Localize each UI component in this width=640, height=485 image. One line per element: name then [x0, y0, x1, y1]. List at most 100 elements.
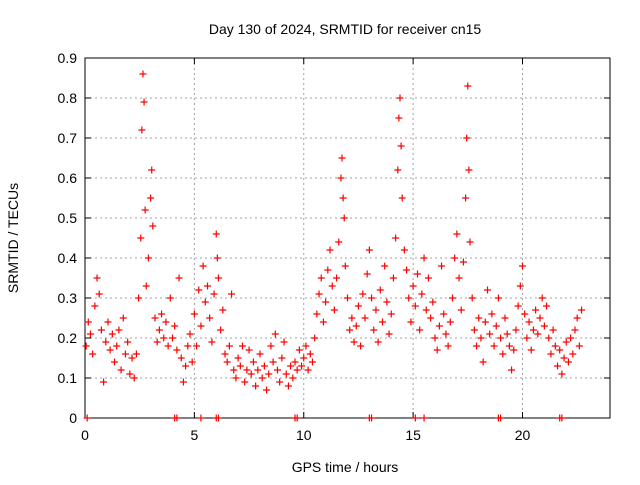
- data-point: [213, 254, 221, 262]
- data-point: [83, 414, 91, 422]
- data-point: [217, 326, 225, 334]
- data-point: [497, 334, 505, 342]
- data-point: [534, 330, 542, 338]
- data-point: [564, 358, 572, 366]
- data-point: [119, 314, 127, 322]
- data-point: [567, 334, 575, 342]
- y-tick-label: 0.8: [58, 90, 78, 106]
- data-point: [313, 310, 321, 318]
- data-point: [464, 82, 472, 90]
- data-point: [245, 346, 253, 354]
- data-point: [372, 306, 380, 314]
- data-point: [505, 342, 513, 350]
- data-point: [427, 314, 435, 322]
- data-point: [204, 282, 211, 290]
- data-point: [497, 414, 505, 422]
- data-point: [395, 114, 403, 122]
- data-point: [519, 262, 526, 270]
- data-point: [230, 366, 238, 374]
- data-point: [335, 238, 343, 246]
- data-point: [128, 354, 136, 362]
- y-tick-label: 0.7: [58, 130, 78, 146]
- data-point: [348, 314, 356, 322]
- data-point: [328, 282, 336, 290]
- data-point: [199, 262, 207, 270]
- data-point: [149, 222, 157, 230]
- data-point: [433, 346, 441, 354]
- data-point: [287, 362, 295, 370]
- data-point: [558, 370, 566, 378]
- data-point: [575, 342, 583, 350]
- data-point: [280, 338, 288, 346]
- data-point: [449, 294, 456, 302]
- data-point: [155, 326, 163, 334]
- data-point: [201, 298, 209, 306]
- data-point: [475, 314, 483, 322]
- data-point: [466, 238, 474, 246]
- x-tick-label: 15: [405, 427, 421, 443]
- plot-frame: [84, 57, 611, 419]
- data-point: [148, 166, 156, 174]
- data-point: [100, 378, 108, 386]
- y-tick-label: 0.4: [58, 250, 78, 266]
- data-point: [438, 262, 446, 270]
- data-point: [132, 350, 140, 358]
- data-point: [523, 334, 531, 342]
- x-tick-label: 5: [190, 427, 198, 443]
- y-tick-label: 0.6: [58, 170, 78, 186]
- data-point: [263, 386, 271, 394]
- data-point: [359, 290, 367, 298]
- data-point: [91, 302, 99, 310]
- data-point: [418, 290, 426, 298]
- data-point: [139, 70, 147, 78]
- data-point: [274, 366, 281, 374]
- data-point: [330, 306, 338, 314]
- data-point: [138, 126, 146, 134]
- data-point: [508, 366, 516, 374]
- data-point: [137, 234, 145, 242]
- data-point: [446, 318, 454, 326]
- data-point: [435, 322, 443, 330]
- data-point: [302, 342, 310, 350]
- data-point: [223, 358, 231, 366]
- data-point: [540, 322, 548, 330]
- data-point: [140, 98, 148, 106]
- data-point: [536, 314, 544, 322]
- data-point: [545, 334, 553, 342]
- data-point: [121, 350, 129, 358]
- data-point: [144, 254, 152, 262]
- data-point: [228, 290, 236, 298]
- data-point: [400, 246, 408, 254]
- data-point: [379, 318, 386, 326]
- data-point: [463, 134, 471, 142]
- data-point: [573, 314, 581, 322]
- data-point: [501, 314, 509, 322]
- data-point: [549, 326, 557, 334]
- data-point: [322, 298, 330, 306]
- data-point: [300, 354, 308, 362]
- data-point: [344, 294, 351, 302]
- data-point: [173, 414, 181, 422]
- data-point: [293, 366, 301, 374]
- data-point: [232, 374, 240, 382]
- data-point: [252, 382, 260, 390]
- data-point: [569, 350, 577, 358]
- data-point: [440, 310, 448, 318]
- data-point: [247, 370, 255, 378]
- data-point: [106, 346, 114, 354]
- x-tick-label: 20: [515, 427, 531, 443]
- data-point: [113, 342, 121, 350]
- data-point: [350, 338, 358, 346]
- data-point: [278, 354, 286, 362]
- data-point: [184, 342, 192, 350]
- data-point: [298, 362, 306, 370]
- data-point: [442, 330, 450, 338]
- data-point: [289, 374, 297, 382]
- data-point: [293, 414, 301, 422]
- data-point: [84, 318, 92, 326]
- data-point: [554, 362, 561, 370]
- data-point: [306, 350, 314, 358]
- data-point: [352, 322, 360, 330]
